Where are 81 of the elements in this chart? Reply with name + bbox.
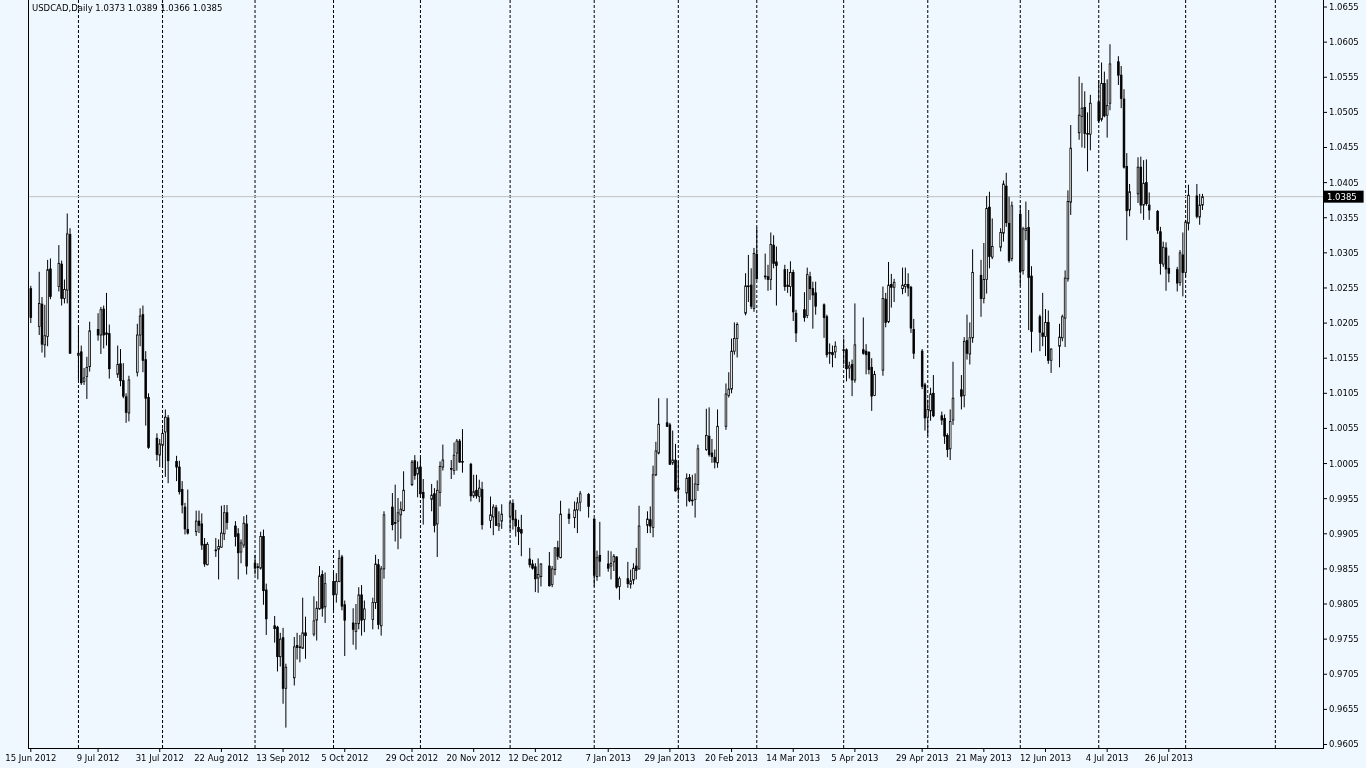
candlestick bbox=[1041, 292, 1044, 347]
candlestick bbox=[1164, 241, 1168, 292]
x-tick-label: 15 Jun 2012 bbox=[5, 753, 57, 763]
candlestick bbox=[685, 472, 688, 507]
candlestick bbox=[298, 634, 302, 663]
candlestick bbox=[567, 508, 571, 525]
y-tick-label: 1.0205 bbox=[1329, 318, 1359, 329]
candlestick bbox=[783, 264, 787, 292]
x-tick-label: 12 Dec 2012 bbox=[508, 753, 563, 763]
x-tick-label: 20 Nov 2012 bbox=[446, 753, 501, 763]
ref-line-label: 1.0385 bbox=[1327, 191, 1357, 202]
candlestick bbox=[304, 616, 307, 660]
y-tick-label: 0.9955 bbox=[1329, 493, 1359, 504]
x-tick-label: 22 Aug 2012 bbox=[194, 753, 249, 763]
candlestick bbox=[520, 514, 523, 557]
candlestick bbox=[735, 321, 739, 358]
x-tick-label: 5 Apr 2013 bbox=[831, 753, 879, 763]
candlestick bbox=[932, 374, 935, 418]
y-tick-label: 0.9755 bbox=[1329, 634, 1359, 645]
x-tick-label: 29 Jan 2013 bbox=[644, 753, 696, 763]
x-tick-label: 9 Jul 2012 bbox=[76, 753, 120, 763]
candlestick bbox=[873, 370, 876, 397]
candlestick bbox=[831, 345, 834, 368]
y-tick-label: 1.0305 bbox=[1329, 247, 1359, 258]
candlestick bbox=[528, 547, 531, 568]
y-tick-label: 1.0655 bbox=[1329, 2, 1359, 13]
candlestick bbox=[598, 521, 602, 578]
y-tick-label: 1.0255 bbox=[1329, 282, 1359, 293]
candlestick bbox=[536, 557, 540, 594]
x-tick-label: 5 Oct 2012 bbox=[321, 753, 369, 763]
candlestick bbox=[416, 460, 419, 498]
y-tick-label: 0.9805 bbox=[1329, 599, 1359, 610]
y-tick-label: 0.9905 bbox=[1329, 528, 1359, 539]
y-tick-label: 0.9655 bbox=[1329, 704, 1359, 715]
candlestick bbox=[1142, 159, 1145, 221]
candlestick bbox=[461, 428, 464, 474]
x-tick-label: 12 Jun 2013 bbox=[1019, 753, 1072, 763]
candlestick bbox=[688, 473, 691, 503]
candlestick bbox=[452, 441, 456, 476]
candlestick bbox=[904, 267, 907, 294]
y-tick-label: 0.9605 bbox=[1329, 739, 1359, 750]
candlestick bbox=[351, 607, 355, 646]
x-tick-label: 13 Sep 2012 bbox=[256, 753, 311, 763]
candlestick bbox=[410, 459, 414, 487]
y-tick-label: 0.9705 bbox=[1329, 669, 1359, 680]
x-tick-label: 20 Feb 2013 bbox=[705, 753, 759, 763]
y-tick-label: 1.0155 bbox=[1329, 353, 1359, 364]
candlestick bbox=[455, 438, 459, 472]
x-tick-label: 14 Mar 2013 bbox=[766, 753, 821, 763]
x-tick-label: 29 Apr 2013 bbox=[895, 753, 949, 763]
x-tick-label: 26 Jul 2013 bbox=[1144, 753, 1193, 763]
candlestick bbox=[500, 503, 503, 530]
candlestick bbox=[626, 561, 630, 589]
x-tick-label: 7 Jan 2013 bbox=[585, 753, 631, 763]
x-tick-label: 29 Oct 2012 bbox=[385, 753, 439, 763]
candlestick bbox=[587, 492, 590, 519]
x-tick-label: 21 May 2013 bbox=[956, 753, 1012, 763]
candlestick bbox=[312, 595, 316, 637]
candlestick bbox=[194, 510, 198, 537]
y-tick-label: 1.0005 bbox=[1329, 458, 1359, 469]
y-tick-label: 1.0455 bbox=[1329, 142, 1359, 153]
y-tick-label: 1.0405 bbox=[1329, 177, 1359, 188]
candlestick bbox=[646, 510, 649, 534]
y-tick-label: 1.0055 bbox=[1329, 423, 1359, 434]
candlestick bbox=[475, 474, 478, 500]
x-tick-label: 4 Jul 2013 bbox=[1085, 753, 1129, 763]
y-tick-label: 1.0105 bbox=[1329, 388, 1359, 399]
candlestick bbox=[548, 551, 551, 587]
y-tick-label: 1.0605 bbox=[1329, 37, 1359, 48]
candlestick bbox=[534, 562, 537, 593]
y-tick-label: 1.0505 bbox=[1329, 107, 1359, 118]
chart-title: USDCAD,Daily 1.0373 1.0389 1.0366 1.0385 bbox=[32, 3, 223, 13]
candlestick bbox=[186, 489, 190, 535]
y-tick-label: 1.0355 bbox=[1329, 212, 1359, 223]
candlestick bbox=[116, 345, 119, 379]
y-tick-label: 0.9855 bbox=[1329, 563, 1359, 574]
y-tick-label: 1.0555 bbox=[1329, 72, 1359, 83]
candlestick bbox=[901, 267, 904, 295]
candlestick bbox=[573, 500, 576, 529]
candlestick bbox=[786, 268, 789, 294]
x-tick-label: 31 Jul 2012 bbox=[135, 753, 184, 763]
